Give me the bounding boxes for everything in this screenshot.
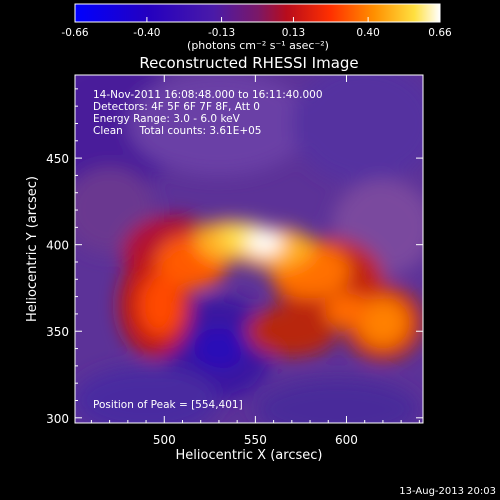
emission-blob	[324, 293, 369, 328]
y-tick-label: 450	[46, 152, 69, 166]
y-axis-label: Heliocentric Y (arcsec)	[25, 176, 40, 322]
emission-blob	[246, 230, 283, 256]
emission-blob	[246, 305, 338, 358]
colorbar-unit-label: (photons cm⁻² s⁻¹ asec⁻²)	[187, 39, 329, 52]
colorbar-tick-label: 0.40	[356, 27, 379, 39]
colorbar-ticks	[74, 17, 441, 22]
plot-area	[75, 75, 423, 423]
x-tick-label: 500	[153, 433, 176, 447]
y-tick-label: 350	[46, 325, 69, 339]
chart-title: Reconstructed RHESSI Image	[139, 54, 358, 72]
colorbar-tick-label: 0.66	[428, 27, 452, 39]
emission-blob	[75, 365, 219, 423]
colorbar-tick-labels: -0.66 -0.40 -0.13 0.13 0.40 0.66	[61, 27, 452, 39]
colorbar-tick-label: -0.66	[61, 27, 88, 39]
colorbar-gradient	[74, 3, 441, 23]
annotation-detectors: Detectors: 4F 5F 6F 7F 8F, Att 0	[93, 101, 260, 113]
x-axis-label: Heliocentric X (arcsec)	[176, 448, 323, 463]
emission-blob	[357, 298, 409, 347]
plot-frame	[74, 74, 424, 424]
emission-blob	[255, 377, 420, 423]
colorbar-tick-label: 0.13	[282, 27, 305, 39]
timestamp: 13-Aug-2013 20:03	[399, 486, 496, 497]
x-tick-label: 600	[335, 433, 358, 447]
x-tick-label: 550	[244, 433, 267, 447]
emission-blob	[138, 274, 183, 337]
annotation-time-range: 14-Nov-2011 16:08:48.000 to 16:11:40.000	[93, 89, 323, 101]
heatmap-image	[75, 75, 423, 423]
emission-blob	[193, 327, 245, 370]
colorbar: -0.66 -0.40 -0.13 0.13 0.40 0.66 (photons cm⁻…	[61, 3, 452, 52]
peak-position-label: Position of Peak = [554,401]	[93, 399, 243, 411]
colorbar-tick-label: -0.13	[208, 27, 235, 39]
y-axis: 300 350 400 450	[46, 88, 423, 426]
emission-blob	[291, 75, 423, 185]
annotation-block: 14-Nov-2011 16:08:48.000 to 16:11:40.000…	[93, 89, 323, 137]
y-tick-label: 400	[46, 239, 69, 253]
emission-blob	[127, 75, 311, 176]
colorbar-tick-label: -0.40	[133, 27, 160, 39]
x-axis: 500 550 600	[90, 75, 420, 447]
annotation-total-counts: Clean Total counts: 3.61E+05	[93, 125, 262, 137]
annotation-energy-range: Energy Range: 3.0 - 6.0 keV	[93, 113, 241, 125]
y-tick-label: 300	[46, 412, 69, 426]
